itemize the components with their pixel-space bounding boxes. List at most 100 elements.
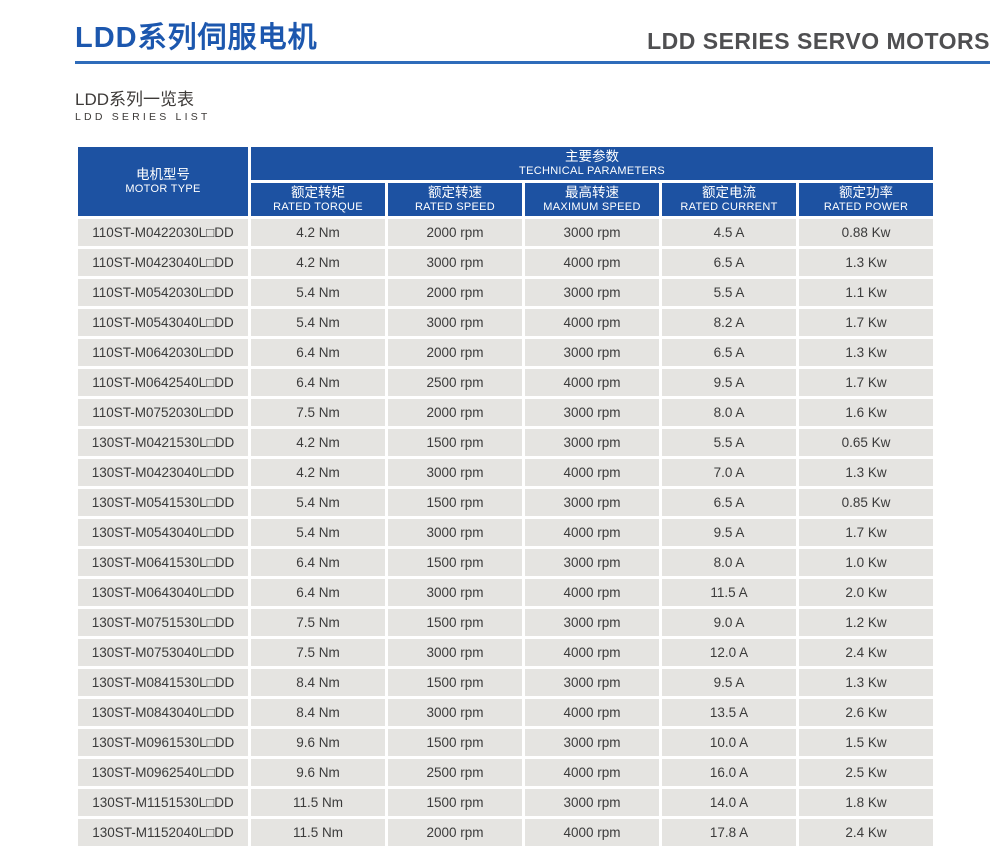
value-cell: 8.2 A (662, 309, 796, 336)
value-cell: 6.4 Nm (251, 549, 385, 576)
table-row: 130ST-M0643040L□DD 6.4 Nm 3000 rpm 4000 rpm… (78, 579, 934, 606)
value-cell: 3000 rpm (525, 219, 659, 246)
value-cell: 7.5 Nm (251, 609, 385, 636)
value-cell: 7.0 A (662, 459, 796, 486)
value-cell: 8.4 Nm (251, 669, 385, 696)
value-cell: 2.0 Kw (799, 579, 934, 606)
column-header-maximum-speed: 最高转速 MAXIMUM SPEED (525, 183, 659, 216)
value-cell: 3000 rpm (525, 339, 659, 366)
value-cell: 4000 rpm (525, 309, 659, 336)
value-cell: 3000 rpm (525, 789, 659, 816)
value-cell: 1500 rpm (388, 789, 522, 816)
value-cell: 3000 rpm (525, 489, 659, 516)
value-cell: 10.0 A (662, 729, 796, 756)
value-cell: 3000 rpm (525, 669, 659, 696)
value-cell: 9.0 A (662, 609, 796, 636)
value-cell: 2.6 Kw (799, 699, 934, 726)
value-cell: 4000 rpm (525, 639, 659, 666)
value-cell: 7.5 Nm (251, 639, 385, 666)
column-header-zh: 额定转速 (428, 185, 482, 200)
value-cell: 2.4 Kw (799, 639, 934, 666)
table-row: 110ST-M0642030L□DD 6.4 Nm 2000 rpm 3000 rpm… (78, 339, 934, 366)
value-cell: 11.5 A (662, 579, 796, 606)
technical-parameters-header-zh: 主要参数 (565, 149, 620, 164)
value-cell: 9.5 A (662, 369, 796, 396)
table-row: 110ST-M0542030L□DD 5.4 Nm 2000 rpm 3000 rpm… (78, 279, 934, 306)
motor-type-cell: 110ST-M0423040L□DD (78, 249, 248, 276)
value-cell: 14.0 A (662, 789, 796, 816)
value-cell: 16.0 A (662, 759, 796, 786)
motor-type-header: 电机型号 MOTOR TYPE (78, 147, 248, 216)
value-cell: 6.4 Nm (251, 579, 385, 606)
value-cell: 4000 rpm (525, 699, 659, 726)
subtitle-en: LDD SERIES LIST (75, 111, 211, 123)
value-cell: 12.0 A (662, 639, 796, 666)
value-cell: 2000 rpm (388, 279, 522, 306)
value-cell: 0.65 Kw (799, 429, 934, 456)
table-row: 130ST-M1152040L□DD 11.5 Nm 2000 rpm 4000 rp… (78, 819, 934, 846)
header-rule (75, 61, 990, 64)
value-cell: 1.3 Kw (799, 339, 934, 366)
value-cell: 5.4 Nm (251, 279, 385, 306)
column-header-en: RATED POWER (823, 201, 909, 213)
value-cell: 1.0 Kw (799, 549, 934, 576)
motor-type-cell: 130ST-M1152040L□DD (78, 819, 248, 846)
value-cell: 6.4 Nm (251, 339, 385, 366)
column-header-zh: 额定功率 (839, 185, 894, 200)
value-cell: 3000 rpm (525, 729, 659, 756)
value-cell: 4000 rpm (525, 759, 659, 786)
motor-type-cell: 130ST-M0961530L□DD (78, 729, 248, 756)
value-cell: 3000 rpm (525, 429, 659, 456)
value-cell: 2500 rpm (388, 369, 522, 396)
value-cell: 1500 rpm (388, 429, 522, 456)
motor-type-header-en: MOTOR TYPE (125, 183, 201, 195)
value-cell: 5.4 Nm (251, 489, 385, 516)
value-cell: 3000 rpm (388, 249, 522, 276)
table-row: 130ST-M0541530L□DD 5.4 Nm 1500 rpm 3000 rpm… (78, 489, 934, 516)
motor-type-cell: 110ST-M0543040L□DD (78, 309, 248, 336)
value-cell: 1500 rpm (388, 489, 522, 516)
motor-type-cell: 110ST-M0542030L□DD (78, 279, 248, 306)
value-cell: 11.5 Nm (251, 819, 385, 846)
value-cell: 4000 rpm (525, 459, 659, 486)
value-cell: 1.1 Kw (799, 279, 934, 306)
value-cell: 8.0 A (662, 549, 796, 576)
table-row: 130ST-M0843040L□DD 8.4 Nm 3000 rpm 4000 rpm… (78, 699, 934, 726)
motor-type-cell: 130ST-M0643040L□DD (78, 579, 248, 606)
value-cell: 1.2 Kw (799, 609, 934, 636)
value-cell: 2000 rpm (388, 399, 522, 426)
value-cell: 17.8 A (662, 819, 796, 846)
value-cell: 3000 rpm (388, 639, 522, 666)
value-cell: 4000 rpm (525, 519, 659, 546)
column-header-zh: 额定电流 (702, 185, 756, 200)
value-cell: 1.5 Kw (799, 729, 934, 756)
motor-type-cell: 130ST-M0751530L□DD (78, 609, 248, 636)
motor-type-cell: 130ST-M0843040L□DD (78, 699, 248, 726)
value-cell: 1.6 Kw (799, 399, 934, 426)
table-row: 130ST-M0421530L□DD 4.2 Nm 1500 rpm 3000 rpm… (78, 429, 934, 456)
table-row: 110ST-M0642540L□DD 6.4 Nm 2500 rpm 4000 rpm… (78, 369, 934, 396)
motor-type-header-zh: 电机型号 (136, 167, 190, 182)
motor-type-cell: 130ST-M0841530L□DD (78, 669, 248, 696)
table-row: 130ST-M0962540L□DD 9.6 Nm 2500 rpm 4000 rpm… (78, 759, 934, 786)
value-cell: 4.2 Nm (251, 219, 385, 246)
column-header-en: MAXIMUM SPEED (543, 201, 641, 213)
value-cell: 1.3 Kw (799, 459, 934, 486)
table-row: 130ST-M1151530L□DD 11.5 Nm 1500 rpm 3000 rp… (78, 789, 934, 816)
column-header-row: 额定转矩 RATED TORQUE 额定转速 RATED SPEED 最高转速 … (78, 183, 934, 216)
value-cell: 3000 rpm (525, 549, 659, 576)
motor-type-cell: 130ST-M0753040L□DD (78, 639, 248, 666)
table-row: 110ST-M0543040L□DD 5.4 Nm 3000 rpm 4000 rpm… (78, 309, 934, 336)
motor-type-cell: 130ST-M0962540L□DD (78, 759, 248, 786)
value-cell: 1500 rpm (388, 549, 522, 576)
value-cell: 5.4 Nm (251, 519, 385, 546)
table-row: 110ST-M0423040L□DD 4.2 Nm 3000 rpm 4000 rpm… (78, 249, 934, 276)
motor-type-cell: 130ST-M0641530L□DD (78, 549, 248, 576)
value-cell: 6.5 A (662, 339, 796, 366)
value-cell: 1.3 Kw (799, 249, 934, 276)
value-cell: 6.5 A (662, 249, 796, 276)
value-cell: 11.5 Nm (251, 789, 385, 816)
technical-parameters-header-en: TECHNICAL PARAMETERS (519, 165, 666, 177)
motor-type-cell: 130ST-M0543040L□DD (78, 519, 248, 546)
table-row: 130ST-M0543040L□DD 5.4 Nm 3000 rpm 4000 rpm… (78, 519, 934, 546)
